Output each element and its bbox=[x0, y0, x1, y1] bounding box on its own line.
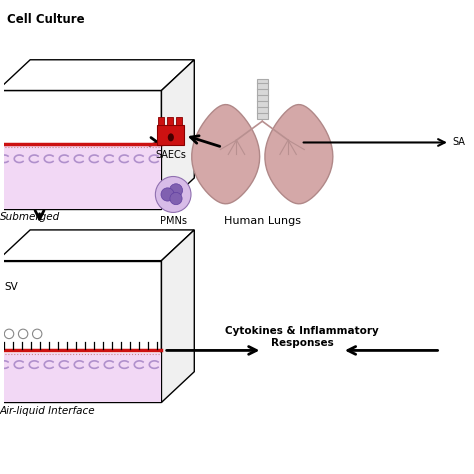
Circle shape bbox=[161, 188, 174, 201]
Circle shape bbox=[170, 192, 182, 205]
Text: SA: SA bbox=[452, 137, 465, 147]
Bar bbox=[176, 117, 182, 126]
Bar bbox=[256, 79, 268, 119]
Polygon shape bbox=[162, 230, 194, 402]
Polygon shape bbox=[0, 230, 194, 261]
Ellipse shape bbox=[168, 133, 174, 141]
Polygon shape bbox=[0, 144, 162, 209]
Polygon shape bbox=[0, 91, 162, 209]
Circle shape bbox=[169, 184, 182, 197]
Polygon shape bbox=[0, 60, 194, 91]
Bar bbox=[158, 117, 164, 126]
Polygon shape bbox=[0, 261, 162, 402]
Bar bbox=[167, 117, 173, 126]
Text: Human Lungs: Human Lungs bbox=[224, 216, 301, 226]
Polygon shape bbox=[265, 105, 333, 204]
Text: Cytokines & Inflammatory
Responses: Cytokines & Inflammatory Responses bbox=[225, 327, 379, 348]
Text: SAECs: SAECs bbox=[155, 150, 186, 160]
Text: Air-liquid Interface: Air-liquid Interface bbox=[0, 406, 95, 416]
Text: Cell Culture: Cell Culture bbox=[7, 12, 84, 26]
Polygon shape bbox=[192, 105, 260, 204]
Circle shape bbox=[155, 176, 191, 212]
Polygon shape bbox=[162, 60, 194, 209]
Text: Submerged: Submerged bbox=[0, 212, 60, 222]
Text: PMNs: PMNs bbox=[160, 216, 187, 226]
Polygon shape bbox=[0, 353, 162, 402]
Text: SV: SV bbox=[4, 282, 18, 292]
Bar bbox=[157, 126, 184, 146]
